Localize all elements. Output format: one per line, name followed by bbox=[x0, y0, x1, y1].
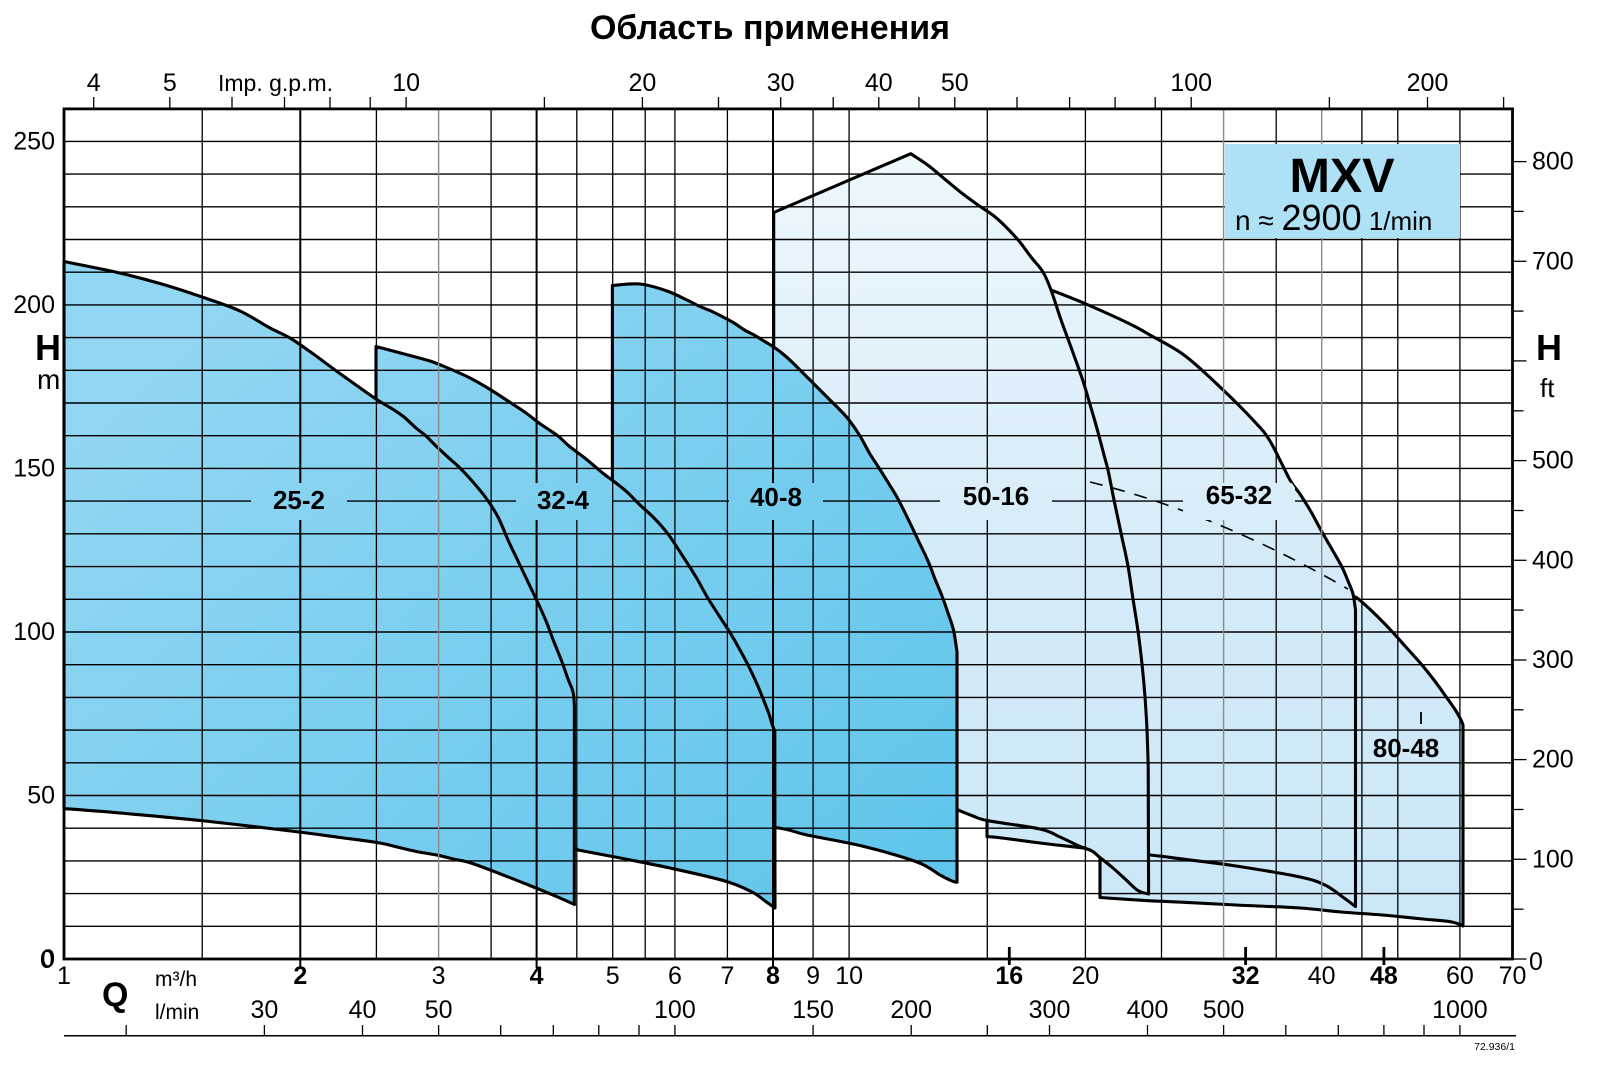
svg-text:800: 800 bbox=[1532, 148, 1574, 176]
svg-text:0: 0 bbox=[1529, 948, 1543, 976]
svg-text:10: 10 bbox=[392, 69, 420, 97]
svg-text:48: 48 bbox=[1370, 962, 1398, 990]
svg-text:n ≈ 2900 1/min: n ≈ 2900 1/min bbox=[1235, 197, 1432, 238]
svg-text:50: 50 bbox=[941, 69, 969, 97]
svg-text:150: 150 bbox=[13, 454, 55, 482]
svg-text:100: 100 bbox=[1170, 69, 1212, 97]
svg-text:200: 200 bbox=[1407, 69, 1449, 97]
svg-text:250: 250 bbox=[13, 127, 55, 155]
svg-text:2: 2 bbox=[293, 962, 307, 990]
svg-text:25-2: 25-2 bbox=[273, 485, 325, 515]
svg-text:7: 7 bbox=[720, 962, 734, 990]
svg-text:m: m bbox=[37, 364, 60, 395]
svg-text:500: 500 bbox=[1203, 996, 1245, 1024]
svg-text:200: 200 bbox=[890, 996, 932, 1024]
svg-text:50: 50 bbox=[27, 782, 55, 810]
svg-text:30: 30 bbox=[250, 996, 278, 1024]
svg-text:16: 16 bbox=[995, 962, 1023, 990]
svg-text:5: 5 bbox=[163, 69, 177, 97]
svg-text:3: 3 bbox=[432, 962, 446, 990]
svg-text:40: 40 bbox=[865, 69, 893, 97]
svg-text:30: 30 bbox=[767, 69, 795, 97]
svg-text:H: H bbox=[1536, 327, 1562, 368]
svg-text:80-48: 80-48 bbox=[1373, 733, 1440, 763]
svg-text:0: 0 bbox=[41, 945, 55, 973]
svg-text:70: 70 bbox=[1499, 962, 1527, 990]
svg-text:MXV: MXV bbox=[1289, 149, 1395, 203]
svg-text:H: H bbox=[35, 327, 61, 368]
svg-text:200: 200 bbox=[13, 291, 55, 319]
svg-text:50: 50 bbox=[425, 996, 453, 1024]
svg-text:40: 40 bbox=[349, 996, 377, 1024]
svg-text:100: 100 bbox=[1532, 845, 1574, 873]
svg-text:20: 20 bbox=[1071, 962, 1099, 990]
svg-text:300: 300 bbox=[1029, 996, 1071, 1024]
svg-text:500: 500 bbox=[1532, 447, 1574, 475]
svg-text:150: 150 bbox=[792, 996, 834, 1024]
svg-text:32: 32 bbox=[1232, 962, 1260, 990]
svg-text:40: 40 bbox=[1308, 962, 1336, 990]
svg-text:100: 100 bbox=[13, 618, 55, 646]
svg-text:50-16: 50-16 bbox=[963, 481, 1030, 511]
svg-text:0: 0 bbox=[40, 946, 54, 974]
svg-text:400: 400 bbox=[1127, 996, 1169, 1024]
svg-text:4: 4 bbox=[530, 962, 544, 990]
svg-text:400: 400 bbox=[1532, 546, 1574, 574]
svg-text:m³/h: m³/h bbox=[155, 968, 197, 991]
svg-text:Imp. g.p.m.: Imp. g.p.m. bbox=[218, 70, 333, 96]
svg-text:l/min: l/min bbox=[155, 1001, 199, 1024]
svg-text:700: 700 bbox=[1532, 247, 1574, 275]
svg-text:72.936/1: 72.936/1 bbox=[1474, 1041, 1515, 1053]
svg-text:4: 4 bbox=[87, 69, 101, 97]
svg-text:20: 20 bbox=[628, 69, 656, 97]
svg-text:6: 6 bbox=[668, 962, 682, 990]
svg-text:ft: ft bbox=[1540, 373, 1555, 403]
svg-text:Область применения: Область применения bbox=[590, 9, 950, 47]
svg-text:8: 8 bbox=[766, 962, 780, 990]
svg-text:60: 60 bbox=[1446, 962, 1474, 990]
svg-text:200: 200 bbox=[1532, 746, 1574, 774]
svg-text:40-8: 40-8 bbox=[750, 482, 802, 512]
svg-text:Q: Q bbox=[102, 976, 128, 1014]
svg-text:300: 300 bbox=[1532, 646, 1574, 674]
svg-text:65-32: 65-32 bbox=[1206, 480, 1273, 510]
svg-text:9: 9 bbox=[806, 962, 820, 990]
svg-text:1000: 1000 bbox=[1432, 996, 1488, 1024]
svg-text:100: 100 bbox=[654, 996, 696, 1024]
svg-text:32-4: 32-4 bbox=[537, 485, 590, 515]
svg-text:10: 10 bbox=[835, 962, 863, 990]
svg-text:5: 5 bbox=[606, 962, 620, 990]
svg-text:1: 1 bbox=[57, 962, 71, 990]
